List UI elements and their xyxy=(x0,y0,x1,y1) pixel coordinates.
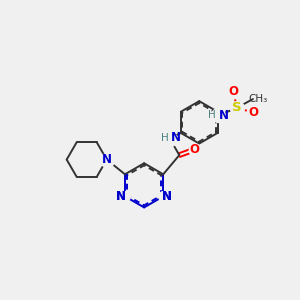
Text: O: O xyxy=(248,106,258,119)
Text: CH₃: CH₃ xyxy=(249,94,268,103)
Text: O: O xyxy=(190,143,200,156)
Text: N: N xyxy=(171,131,181,145)
Text: N: N xyxy=(116,190,126,203)
Text: O: O xyxy=(229,85,239,98)
Text: N: N xyxy=(162,190,172,203)
Text: N: N xyxy=(218,109,228,122)
Text: N: N xyxy=(162,190,172,203)
Text: S: S xyxy=(232,101,242,114)
Text: N: N xyxy=(102,153,112,166)
Text: H: H xyxy=(208,110,215,120)
Text: H: H xyxy=(160,133,168,143)
Text: N: N xyxy=(116,190,126,203)
